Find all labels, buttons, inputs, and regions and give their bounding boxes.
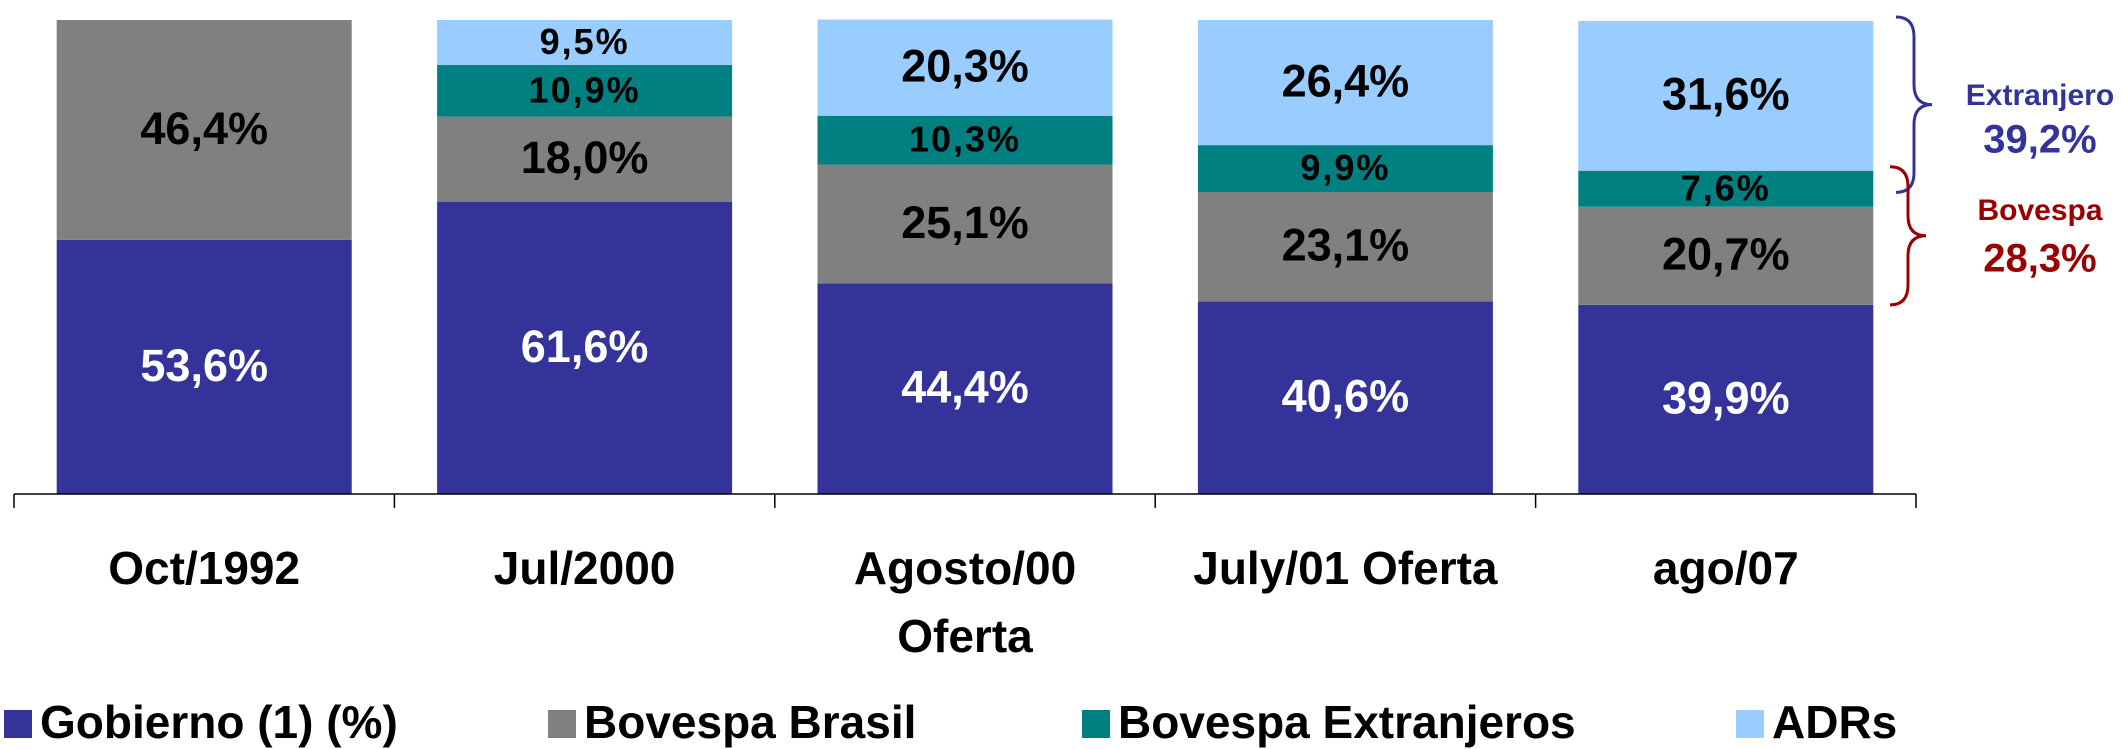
x-tick-label: Jul/2000 [493,542,676,594]
data-label: 9,5% [540,21,630,62]
brace [1889,165,1927,307]
bar-segment [817,115,1113,165]
data-label: 20,7% [1662,229,1790,280]
data-label: 61,6% [521,321,649,372]
bar-segment [817,283,1113,494]
annotation-value: 28,3% [1983,237,2096,281]
data-label: 25,1% [901,197,1029,248]
legend-swatch [1736,710,1764,738]
annotation-value: 39,2% [1983,118,2096,162]
bar-segment [817,164,1113,284]
data-label: 40,6% [1282,371,1410,422]
bar-segment [1578,20,1874,171]
annotation-label: Bovespa [1977,194,2102,227]
bar-segment [1578,304,1874,494]
data-label: 10,9% [529,69,641,110]
legend-label: Bovespa Brasil [584,696,916,748]
bar-segment [1578,206,1874,305]
data-label: 10,3% [909,119,1021,160]
legend-label: Gobierno (1) (%) [40,696,398,748]
brace [1895,15,1933,194]
bar-segment [1578,170,1874,207]
bar-segment [1197,145,1493,193]
x-tick-label: ago/07 [1652,542,1799,594]
data-label: 7,6% [1681,167,1771,208]
legend-swatch [548,710,576,738]
bar-segment [437,65,733,117]
bar-segment [1197,301,1493,494]
bar-segment [817,19,1113,116]
bar-segment [1197,192,1493,302]
data-label: 39,9% [1662,372,1790,423]
bar-segment [56,20,352,240]
data-label: 9,9% [1300,147,1390,188]
data-label: 26,4% [1282,55,1410,106]
legend-swatch [1082,710,1110,738]
data-label: 46,4% [140,103,268,154]
data-label: 20,3% [901,41,1029,92]
data-label: 44,4% [901,362,1029,413]
bar-segment [437,202,733,495]
data-label: 18,0% [521,132,649,183]
bar-segment [437,116,733,203]
x-tick-label: Oct/1992 [108,542,301,594]
x-tick-label: Agosto/00 Oferta [853,542,1077,662]
legend-label: ADRs [1772,696,1897,748]
x-tick-label: July/01 Oferta [1193,542,1498,594]
annotation-label: Extranjero [1966,79,2114,112]
data-label: 23,1% [1282,220,1410,271]
data-label: 53,6% [140,340,268,391]
legend-label: Bovespa Extranjeros [1118,696,1576,748]
bar-segment [437,20,733,66]
bar-segment [56,239,352,494]
bar-segment [1197,20,1493,146]
data-label: 31,6% [1662,69,1790,120]
legend-swatch [4,710,32,738]
